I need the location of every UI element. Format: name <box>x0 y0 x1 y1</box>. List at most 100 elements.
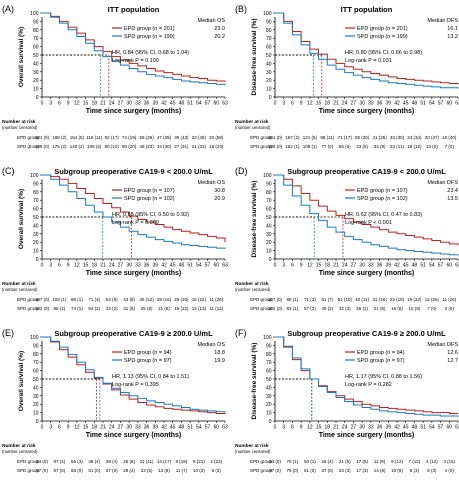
risk-cell: 11 (7) <box>176 468 188 473</box>
risk-cell: 102 (0) <box>35 306 50 311</box>
risk-cell: 105 (2) <box>87 144 102 149</box>
panel-1: (B) ITT population 0 10 20 30 40 50 60 70 80 90 100 0… <box>235 4 459 149</box>
x-tick-label: 21 <box>333 425 339 431</box>
x-tick-label: 48 <box>412 425 418 431</box>
legend-label: SPD group (n = 102) <box>357 196 408 202</box>
x-tick-label: 36 <box>377 101 383 107</box>
risk-cell: 17 (3) <box>356 468 368 473</box>
hr-text: HR, 0.84 (95% CI, 0.68 to 1.04) <box>112 50 189 56</box>
risk-cell: 38 (4) <box>106 459 118 464</box>
risk-cell: 71 (3) <box>304 297 316 302</box>
risk-cell: 21 (11) <box>140 459 154 464</box>
legend-title: Median DFS <box>427 342 458 348</box>
risk-cell: 48 (23) <box>139 144 154 149</box>
risk-cell: 77 (0) <box>321 144 333 149</box>
risk-cell: 21 (33) <box>192 144 207 149</box>
y-tick-label: 40 <box>266 385 272 391</box>
risk-row-label: SPD group <box>250 468 273 473</box>
risk-cell: 107 (0) <box>35 297 50 302</box>
x-tick-label: 30 <box>359 263 365 269</box>
risk-cell: 10 (3) <box>193 468 205 473</box>
legend-median: 18.8 <box>214 350 225 356</box>
logrank-text: Log-rank P = 0.100 <box>112 58 159 64</box>
risk-cell: 54 (2) <box>88 306 100 311</box>
x-tick-label: 57 <box>205 263 211 269</box>
y-tick-label: 70 <box>33 198 39 204</box>
risk-cell: 43 (2) <box>106 306 118 311</box>
risk-title: Number at risk <box>235 119 269 125</box>
risk-cell: 29 (16) <box>157 297 172 302</box>
x-tick-label: 39 <box>386 101 392 107</box>
y-tick-label: 30 <box>33 70 39 76</box>
y-tick-label: 30 <box>33 232 39 238</box>
y-tick-label: 20 <box>266 402 272 408</box>
x-tick-label: 30 <box>359 425 365 431</box>
y-tick-label: 40 <box>33 223 39 229</box>
risk-cell: 25 (6) <box>141 306 153 311</box>
x-tick-label: 27 <box>351 425 357 431</box>
y-tick-label: 80 <box>33 28 39 34</box>
x-tick-label: 54 <box>429 101 435 107</box>
x-tick-label: 54 <box>196 425 202 431</box>
x-tick-label: 12 <box>307 263 313 269</box>
y-tick-label: 60 <box>33 369 39 375</box>
risk-cell: 16 (12) <box>174 306 189 311</box>
x-tick-label: 48 <box>179 263 185 269</box>
risk-cell: 116 (11) <box>86 135 103 140</box>
risk-cell: 8 (19) <box>176 459 188 464</box>
y-tick-label: 100 <box>30 11 39 17</box>
x-tick-label: 0 <box>41 425 44 431</box>
x-tick-label: 18 <box>92 425 98 431</box>
x-tick-label: 24 <box>342 101 348 107</box>
risk-cell: 11 (26) <box>442 297 456 302</box>
legend-median: 20.2 <box>214 34 225 40</box>
x-tick-label: 39 <box>153 101 159 107</box>
risk-cell: 57 (2) <box>304 306 316 311</box>
x-tick-label: 12 <box>74 263 80 269</box>
risk-row-label: EPD group <box>17 297 40 302</box>
y-tick-label: 50 <box>33 377 39 383</box>
y-tick-label: 70 <box>33 360 39 366</box>
risk-cell: 94 (0) <box>269 459 281 464</box>
x-tick-label: 6 <box>58 101 61 107</box>
risk-cell: 2 (23) <box>210 459 222 464</box>
x-tick-label: 3 <box>282 263 285 269</box>
y-tick-label: 90 <box>33 343 39 349</box>
y-tick-label: 90 <box>33 181 39 187</box>
risk-cell: 40 (11) <box>355 297 369 302</box>
x-tick-label: 0 <box>274 425 277 431</box>
risk-subtitle: (number censored) <box>2 125 38 130</box>
risk-cell: 23 (18) <box>390 297 405 302</box>
y-tick-label: 100 <box>30 335 39 341</box>
panel-label: (F) <box>235 328 247 338</box>
risk-cell: 83 (1) <box>287 306 299 311</box>
x-tick-label: 36 <box>377 425 383 431</box>
risk-cell: 95 (1) <box>287 297 299 302</box>
risk-cell: 40 (2) <box>321 306 333 311</box>
x-tick-label: 51 <box>187 263 193 269</box>
y-tick-label: 80 <box>33 352 39 358</box>
legend-label: EPD group (n = 107) <box>124 188 175 194</box>
risk-cell: 167 (2) <box>285 135 300 140</box>
logrank-text: Log-rank P = 0.395 <box>112 382 159 388</box>
legend-median: 12.6 <box>447 350 458 356</box>
legend-median: 19.9 <box>214 358 225 364</box>
risk-subtitle: (number censored) <box>2 287 38 292</box>
risk-cell: 79 (0) <box>287 468 299 473</box>
series-line-spd <box>42 12 226 86</box>
x-tick-label: 45 <box>170 263 176 269</box>
x-tick-label: 6 <box>291 263 294 269</box>
y-tick-label: 60 <box>266 369 272 375</box>
x-tick-label: 60 <box>214 263 220 269</box>
legend-label: EPD group (n = 201) <box>124 26 175 32</box>
panel-0: (A) ITT population 0 10 20 30 40 50 60 70 80 90 100 0… <box>2 4 228 149</box>
x-tick-label: 33 <box>368 425 374 431</box>
risk-cell: 107 (0) <box>268 297 283 302</box>
x-tick-label: 3 <box>282 101 285 107</box>
x-tick-label: 6 <box>58 263 61 269</box>
x-tick-label: 3 <box>282 425 285 431</box>
series-line-spd <box>275 12 459 89</box>
legend-title: Median DFS <box>427 18 458 24</box>
y-tick-label: 50 <box>33 215 39 221</box>
